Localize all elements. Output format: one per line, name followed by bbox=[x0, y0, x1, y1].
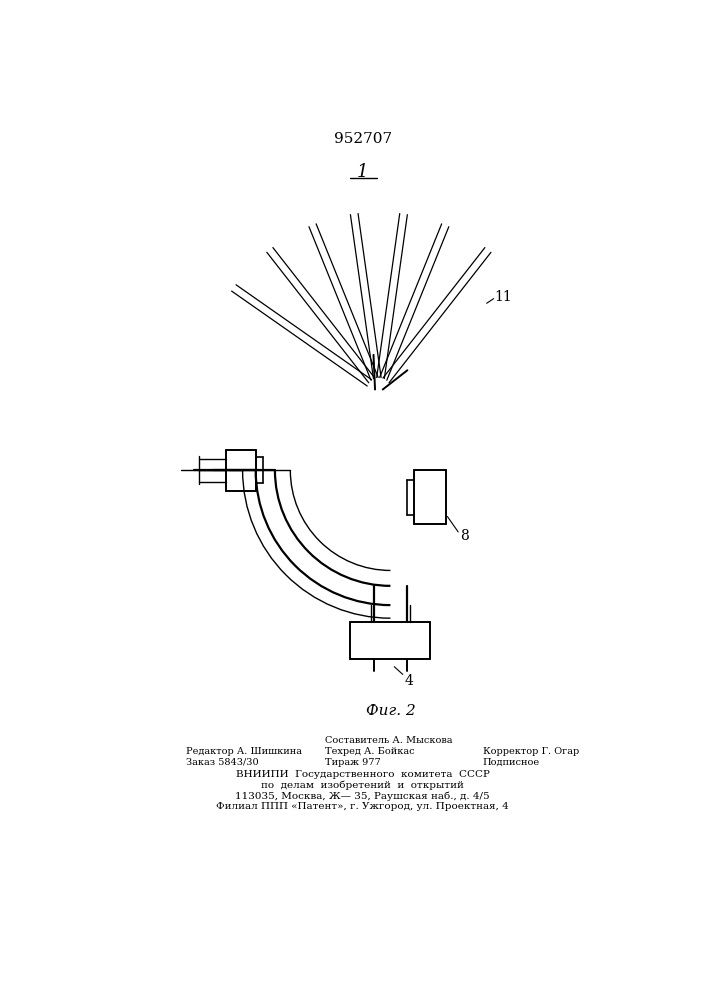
Text: 952707: 952707 bbox=[334, 132, 392, 146]
Text: Корректор Г. Огар: Корректор Г. Огар bbox=[483, 747, 579, 756]
Text: Редактор А. Шишкина: Редактор А. Шишкина bbox=[187, 747, 303, 756]
Text: Тираж 977: Тираж 977 bbox=[325, 758, 381, 767]
Text: Подписное: Подписное bbox=[483, 758, 540, 767]
Text: Техред А. Бойкас: Техред А. Бойкас bbox=[325, 747, 414, 756]
Text: 4: 4 bbox=[404, 674, 413, 688]
Text: по  делам  изобретений  и  открытий: по делам изобретений и открытий bbox=[262, 781, 464, 790]
Text: 11: 11 bbox=[494, 290, 512, 304]
Text: Заказ 5843/30: Заказ 5843/30 bbox=[187, 758, 259, 767]
Text: Фиг. 2: Фиг. 2 bbox=[366, 704, 415, 718]
Text: ВНИИПИ  Государственного  комитета  СССР: ВНИИПИ Государственного комитета СССР bbox=[236, 770, 490, 779]
Text: 8: 8 bbox=[460, 529, 469, 543]
Text: Составитель А. Мыскова: Составитель А. Мыскова bbox=[325, 736, 452, 745]
Text: 113035, Москва, Ж— 35, Раушская наб., д. 4/5: 113035, Москва, Ж— 35, Раушская наб., д.… bbox=[235, 791, 490, 801]
Text: 1: 1 bbox=[357, 163, 368, 181]
Text: Филиал ППП «Патент», г. Ужгород, ул. Проектная, 4: Филиал ППП «Патент», г. Ужгород, ул. Про… bbox=[216, 802, 509, 811]
